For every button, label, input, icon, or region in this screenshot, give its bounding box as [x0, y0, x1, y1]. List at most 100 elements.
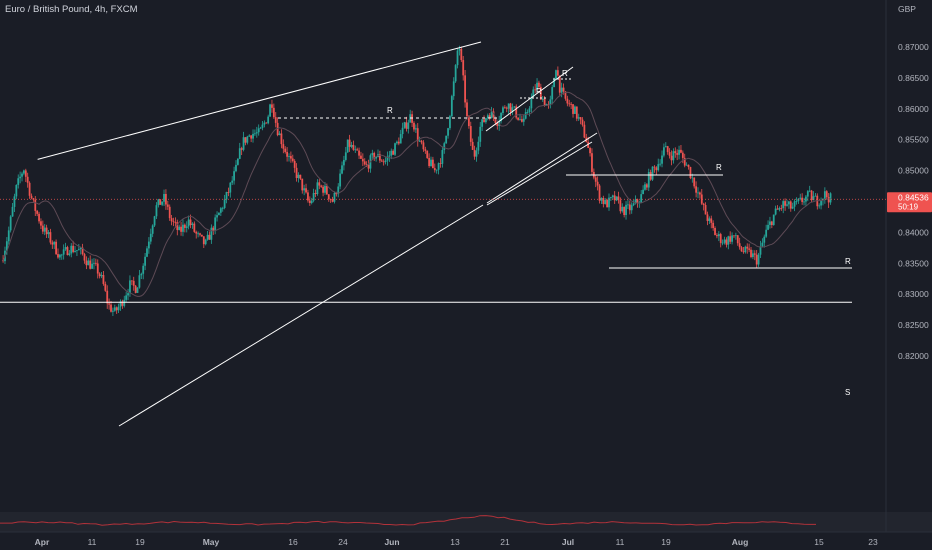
candle-body	[221, 207, 224, 209]
candle-body	[225, 192, 228, 200]
candle-body	[528, 108, 531, 113]
candle-body	[363, 161, 366, 165]
candle-body	[464, 75, 466, 103]
candle-body	[630, 205, 633, 211]
candle-body	[488, 115, 491, 119]
candle-body	[117, 306, 120, 311]
candle-body	[414, 128, 417, 130]
candle-body	[132, 280, 135, 286]
candle-body	[716, 235, 718, 237]
candle-body	[596, 181, 599, 186]
resistance-label: R	[845, 257, 851, 266]
candle-body	[127, 293, 129, 296]
candle-body	[702, 203, 705, 206]
time-axis[interactable]: Apr 11 19 May 16 24 Jun 13 21 Jul 11 19 Aug 15 23	[35, 537, 878, 547]
candle-body	[526, 112, 529, 113]
candle-body	[218, 212, 220, 216]
candle-body	[700, 194, 703, 204]
candle-body	[727, 236, 730, 245]
candle-body	[17, 178, 20, 185]
candle-body	[435, 169, 438, 171]
candle-body	[284, 148, 287, 152]
candle-body	[538, 82, 540, 87]
candle-body	[176, 222, 179, 230]
candle-body	[479, 126, 482, 142]
candle-body	[212, 227, 215, 231]
candle-body	[278, 133, 281, 136]
candle-body	[782, 201, 785, 209]
candle-body	[361, 158, 364, 162]
time-tick-label: Aug	[732, 537, 749, 547]
candle-body	[628, 204, 631, 211]
candle-body	[166, 204, 169, 207]
candle-body	[259, 127, 262, 129]
candle-body	[195, 231, 198, 234]
candle-body	[462, 60, 465, 76]
candle-body	[191, 223, 194, 226]
candle-body	[403, 122, 406, 128]
candle-body	[666, 146, 669, 153]
candle-body	[314, 193, 317, 194]
candle-body	[714, 227, 716, 236]
wedge-inner-trendline[interactable]	[486, 141, 593, 206]
candle-body	[5, 241, 8, 251]
channel-lower-trendline[interactable]	[118, 204, 484, 427]
candle-body	[587, 142, 590, 148]
candle-body	[401, 127, 404, 135]
candle-body	[731, 235, 733, 242]
candle-body	[522, 118, 525, 122]
candle-body	[91, 263, 93, 269]
candle-body	[490, 111, 493, 119]
price-tick-label: 0.87000	[898, 42, 929, 52]
candle-body	[725, 239, 728, 245]
candle-body	[825, 191, 828, 198]
candle-body	[333, 192, 336, 202]
candle-body	[240, 148, 243, 150]
candle-body	[647, 172, 650, 188]
candle-body	[469, 126, 472, 142]
candle-body	[683, 157, 686, 166]
candle-body	[437, 163, 440, 170]
price-tick-label: 0.83000	[898, 289, 929, 299]
candle-body	[539, 86, 542, 100]
candle-body	[106, 290, 109, 304]
price-tick-label: 0.84000	[898, 227, 929, 237]
candle-body	[806, 191, 809, 197]
candle-body	[695, 186, 698, 193]
candle-body	[712, 222, 715, 228]
candle-body	[424, 149, 427, 151]
wedge-lower-trendline[interactable]	[486, 132, 598, 204]
candle-body	[375, 156, 378, 159]
candle-body	[28, 182, 31, 196]
wedge-upper-trendline[interactable]	[485, 66, 574, 132]
candle-body	[274, 117, 277, 123]
candle-body	[577, 117, 580, 119]
candle-body	[513, 106, 516, 108]
price-tick-label: 0.86500	[898, 73, 929, 83]
trendline-drawings[interactable]	[0, 41, 852, 427]
candle-body	[556, 70, 559, 76]
candle-body	[405, 122, 408, 129]
candle-body	[30, 195, 33, 199]
candle-body	[483, 119, 485, 123]
candle-body	[307, 192, 309, 201]
time-tick-label: 16	[288, 537, 298, 547]
candle-body	[698, 192, 701, 195]
candle-body	[723, 239, 726, 243]
candle-body	[687, 164, 690, 168]
candle-body	[392, 150, 395, 155]
candle-body	[231, 180, 234, 183]
candle-body	[153, 216, 156, 226]
candle-body	[515, 106, 518, 118]
candle-body	[598, 185, 601, 201]
candle-body	[271, 104, 273, 108]
candle-body	[623, 206, 626, 216]
candle-body	[693, 177, 696, 187]
channel-upper-trendline[interactable]	[37, 41, 482, 160]
candle-body	[615, 196, 618, 201]
candle-body	[38, 213, 40, 222]
candle-body	[344, 152, 347, 160]
candle-body	[214, 217, 217, 231]
